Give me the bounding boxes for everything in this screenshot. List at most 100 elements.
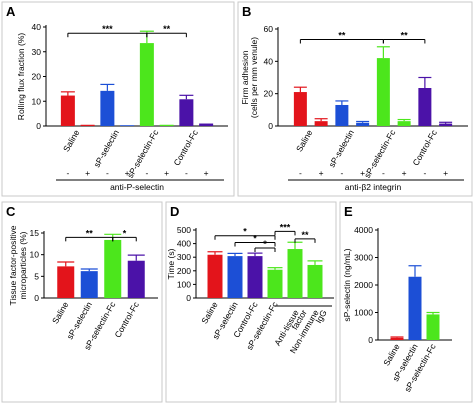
panel-b: B 0 20 40 60 Firm adhesion (cells per mm venul… <box>237 1 473 197</box>
treatment-sign: - <box>340 168 343 178</box>
category-label: Control-Fc <box>171 127 200 167</box>
category-label: sP-selectin-Fc <box>125 127 161 179</box>
treatment-sign: - <box>145 168 148 178</box>
treatment-sign: + <box>360 168 365 178</box>
bar <box>426 314 440 340</box>
significance-label: ** <box>401 31 409 41</box>
panel-frame <box>1 1 235 197</box>
bar <box>247 256 263 298</box>
panel-label: A <box>6 4 16 19</box>
treatment-sign: - <box>185 168 188 178</box>
treatment-label: anti-P-selectin <box>110 182 164 192</box>
bar <box>207 254 223 298</box>
category-label: Saline <box>294 128 315 154</box>
significance-label: * <box>243 227 247 237</box>
category-label: Saline <box>61 128 82 154</box>
treatment-sign: - <box>66 168 69 178</box>
treatment-label: anti-β2 integrin <box>345 182 402 192</box>
treatment-sign: + <box>164 168 169 178</box>
bar <box>307 264 323 298</box>
y-tick-label: 15 <box>30 228 40 238</box>
treatment-sign: - <box>382 168 385 178</box>
bar <box>356 122 370 126</box>
panel-label: C <box>6 204 16 219</box>
y-tick-label: 10 <box>32 96 42 106</box>
bar <box>139 43 154 126</box>
y-tick-label: 3000 <box>354 253 373 263</box>
y-tick-label: 0 <box>268 121 273 131</box>
y-tick-label: 500 <box>177 225 191 235</box>
bar <box>390 337 404 340</box>
bar <box>408 276 422 340</box>
y-tick-label: 2000 <box>354 280 373 290</box>
bar <box>159 124 174 126</box>
category-label: sP-selectin-Fc <box>362 127 398 179</box>
treatment-sign: - <box>299 168 302 178</box>
y-axis-label: (cells per mm venule) <box>249 37 259 118</box>
bar <box>293 92 307 126</box>
bar <box>104 239 122 298</box>
bar <box>267 269 283 298</box>
y-tick-label: 0 <box>368 335 373 345</box>
treatment-sign: - <box>423 168 426 178</box>
panel-label: E <box>344 204 353 219</box>
y-tick-label: 10 <box>30 250 40 260</box>
y-tick-label: 400 <box>177 239 191 249</box>
treatment-sign: + <box>85 168 90 178</box>
y-axis-label: Rolling flux fraction (%) <box>16 33 26 121</box>
panel-c: C 0 5 10 15 Tissue factor-positive micropartic… <box>1 201 163 403</box>
bar <box>287 249 303 298</box>
y-tick-label: 40 <box>264 56 274 66</box>
y-tick-label: 40 <box>32 22 42 32</box>
y-tick-label: 4000 <box>354 225 373 235</box>
bar <box>80 271 98 298</box>
y-tick-label: 20 <box>32 72 42 82</box>
significance-label: ** <box>338 31 346 41</box>
y-axis-label: Tissue factor-positive <box>8 225 18 305</box>
panel-frame <box>237 1 473 197</box>
significance-label: *** <box>280 222 291 232</box>
significance-label: ** <box>301 230 309 240</box>
y-tick-label: 0 <box>34 293 39 303</box>
bar <box>57 266 75 298</box>
y-tick-label: 5 <box>34 271 39 281</box>
bar <box>179 99 194 126</box>
bar <box>335 104 349 126</box>
bar <box>418 88 432 126</box>
y-axis-label: Firm adhesion <box>240 50 250 104</box>
treatment-sign: + <box>319 168 324 178</box>
treatment-sign: + <box>402 168 407 178</box>
significance-label: ** <box>86 228 94 238</box>
bar <box>100 90 115 126</box>
panel-label: B <box>242 4 251 19</box>
bar <box>199 123 214 126</box>
y-tick-label: 1000 <box>354 308 373 318</box>
y-tick-label: 30 <box>32 47 42 57</box>
category-label: sP-selectin <box>92 128 122 169</box>
significance-label: *** <box>102 24 113 34</box>
y-axis-label: Time (s) <box>166 248 176 279</box>
significance-label: * <box>123 228 127 238</box>
bar <box>227 256 243 298</box>
bar <box>120 125 135 126</box>
y-axis-label: microparticles (%) <box>18 231 28 299</box>
y-tick-label: 0 <box>186 293 191 303</box>
y-tick-label: 20 <box>264 89 274 99</box>
y-tick-label: 300 <box>177 252 191 262</box>
y-tick-label: 200 <box>177 266 191 276</box>
panel-frame <box>165 201 337 403</box>
bar <box>314 121 328 126</box>
panel-frame <box>1 201 163 403</box>
y-tick-label: 0 <box>36 121 41 131</box>
treatment-sign: - <box>106 168 109 178</box>
significance-label: * <box>253 234 257 244</box>
category-label: Control-Fc <box>410 127 439 167</box>
y-tick-label: 100 <box>177 279 191 289</box>
treatment-sign: + <box>443 168 448 178</box>
bar <box>439 123 453 126</box>
panel-label: D <box>170 204 179 219</box>
bar <box>60 95 75 126</box>
